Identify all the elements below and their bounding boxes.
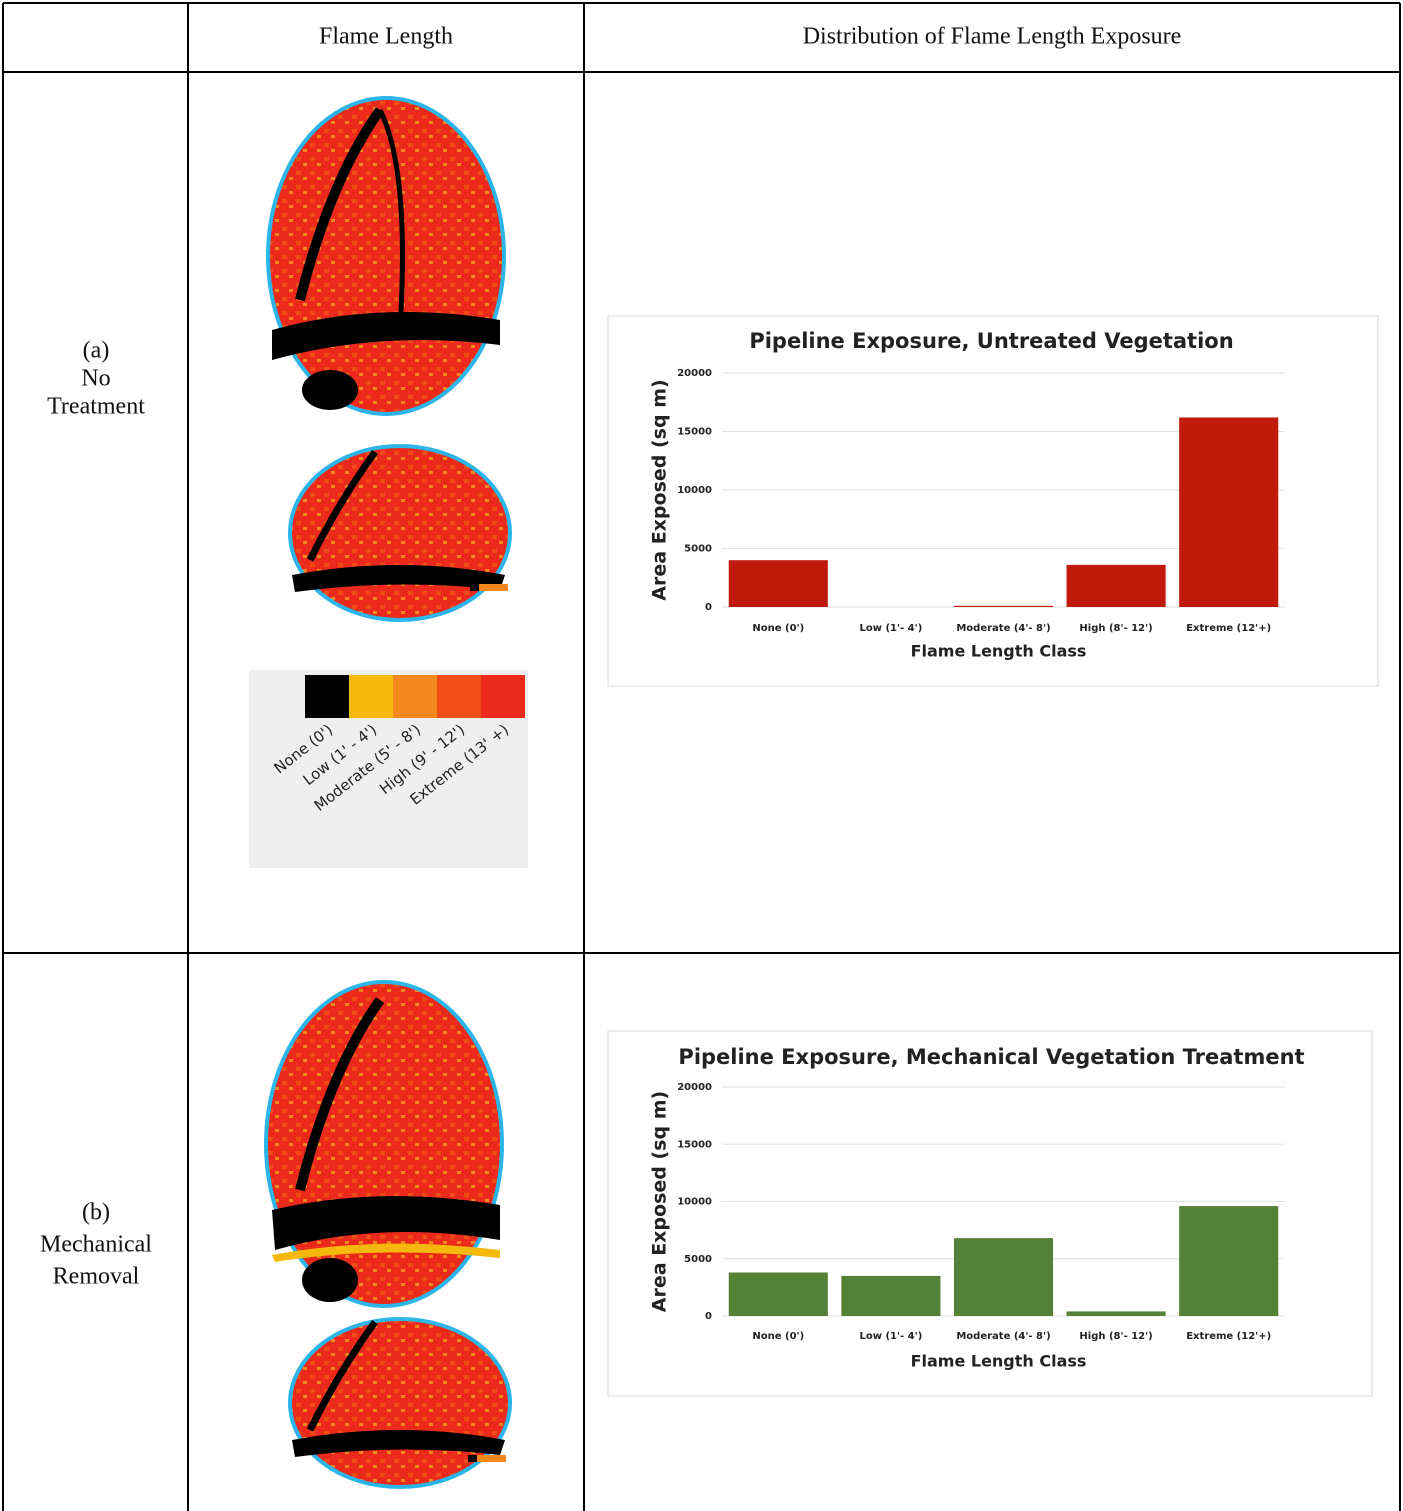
x-tick-label: None (0') <box>752 623 804 634</box>
row-label: No <box>81 366 110 392</box>
y-axis-label: Area Exposed (sq m) <box>649 1091 671 1312</box>
charts: Pipeline Exposure, Untreated Vegetation 0… <box>607 315 1379 1397</box>
y-axis-label: Area Exposed (sq m) <box>649 379 671 600</box>
row-label: (a) <box>83 338 110 364</box>
bar <box>841 1275 941 1316</box>
y-tick-label: 0 <box>705 602 712 613</box>
bar <box>1066 564 1166 607</box>
bar <box>1179 1206 1279 1316</box>
y-tick-label: 5000 <box>684 544 712 555</box>
legend-swatch <box>305 675 349 718</box>
legend-swatch <box>437 675 481 718</box>
y-tick-label: 0 <box>705 1311 712 1322</box>
legend-swatch <box>393 675 437 718</box>
row-label: Mechanical <box>40 1232 152 1258</box>
x-tick-label: High (8'- 12') <box>1079 623 1152 634</box>
x-tick-label: Extreme (12'+) <box>1186 623 1271 634</box>
row-label: (b) <box>82 1200 110 1226</box>
map <box>288 444 512 622</box>
legend-swatch <box>349 675 393 718</box>
bar <box>728 1272 828 1316</box>
x-axis-label: Flame Length Class <box>911 642 1087 661</box>
bar <box>728 560 828 607</box>
row-label: Removal <box>53 1264 140 1290</box>
map <box>266 96 506 416</box>
x-tick-label: None (0') <box>752 1331 804 1342</box>
bar <box>953 1238 1054 1316</box>
x-tick-label: Low (1'- 4') <box>860 623 923 634</box>
bar <box>953 605 1054 607</box>
legend-swatch <box>481 675 525 718</box>
chart-title: Pipeline Exposure, Untreated Vegetation <box>749 329 1233 353</box>
column-header: Distribution of Flame Length Exposure <box>803 24 1182 50</box>
x-tick-label: High (8'- 12') <box>1079 1331 1152 1342</box>
map <box>264 980 504 1308</box>
map <box>288 1317 512 1489</box>
y-tick-label: 10000 <box>677 1197 712 1208</box>
x-tick-label: Moderate (4'- 8') <box>956 1331 1050 1342</box>
x-axis-label: Flame Length Class <box>911 1352 1087 1371</box>
bar <box>1066 1311 1166 1316</box>
column-header: Flame Length <box>319 24 453 50</box>
chart-title: Pipeline Exposure, Mechanical Vegetation… <box>678 1045 1304 1069</box>
y-tick-label: 15000 <box>677 427 712 438</box>
x-tick-label: Extreme (12'+) <box>1186 1331 1271 1342</box>
y-tick-label: 20000 <box>677 1082 712 1093</box>
bar <box>1179 417 1279 607</box>
y-tick-label: 10000 <box>677 485 712 496</box>
x-tick-label: Moderate (4'- 8') <box>956 623 1050 634</box>
y-tick-label: 5000 <box>684 1254 712 1265</box>
row-label: Treatment <box>47 394 145 420</box>
x-tick-label: Low (1'- 4') <box>860 1331 923 1342</box>
y-tick-label: 20000 <box>677 368 712 379</box>
y-tick-label: 15000 <box>677 1139 712 1150</box>
